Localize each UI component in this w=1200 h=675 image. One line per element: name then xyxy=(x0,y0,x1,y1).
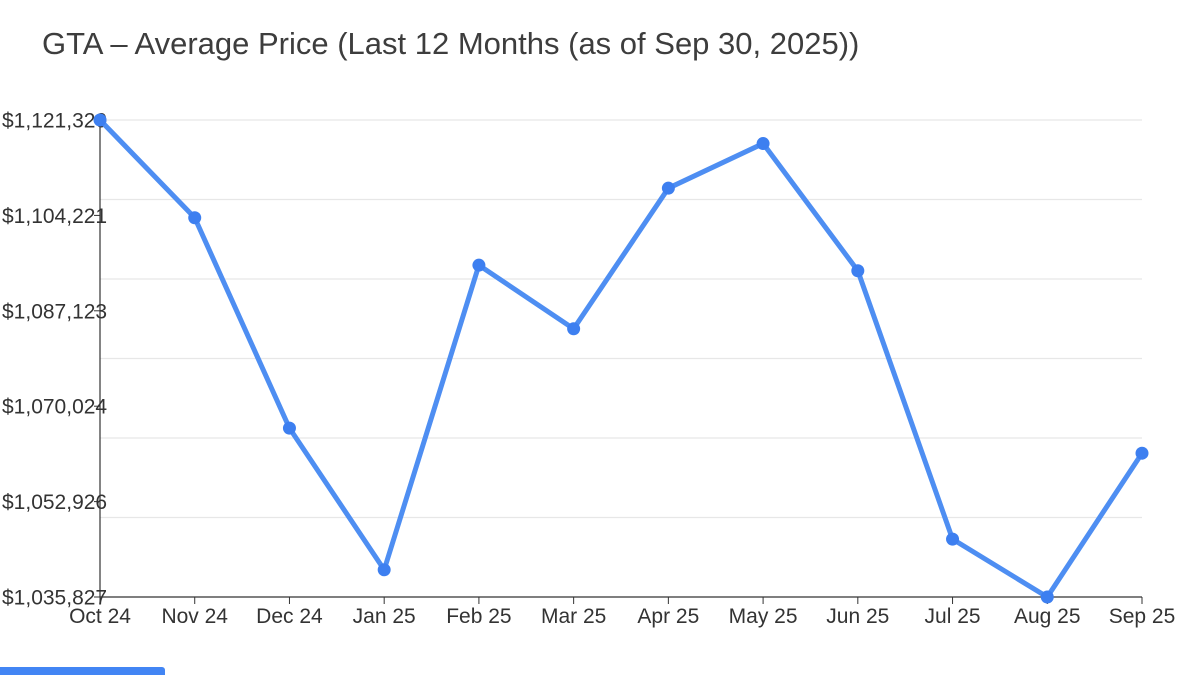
x-axis-tick-label: Nov 24 xyxy=(161,605,228,628)
data-point-oct-24 xyxy=(93,113,107,127)
x-axis-tick-label: Jun 25 xyxy=(826,605,889,628)
data-point-may-25 xyxy=(756,137,770,151)
y-axis-tick-label: $1,121,320 xyxy=(2,110,107,133)
bottom-left-blue-bar xyxy=(0,667,165,675)
x-axis-tick-label: Aug 25 xyxy=(1014,605,1081,628)
data-point-jun-25 xyxy=(851,264,865,278)
data-point-aug-25 xyxy=(1040,590,1054,604)
x-axis-tick-label: Apr 25 xyxy=(637,605,699,628)
data-point-nov-24 xyxy=(188,211,202,225)
x-axis-tick-label: Sep 25 xyxy=(1109,605,1176,628)
y-axis-tick-label: $1,104,221 xyxy=(2,205,107,228)
y-axis-tick-label: $1,087,123 xyxy=(2,300,107,323)
x-axis-tick-label: Feb 25 xyxy=(446,605,511,628)
data-point-feb-25 xyxy=(472,258,486,272)
x-axis-tick-label: Dec 24 xyxy=(256,605,323,628)
data-point-jul-25 xyxy=(946,532,960,546)
data-point-mar-25 xyxy=(567,322,581,336)
data-point-dec-24 xyxy=(282,421,296,435)
data-point-apr-25 xyxy=(661,181,675,195)
y-axis-tick-label: $1,052,926 xyxy=(2,491,107,514)
data-point-sep-25 xyxy=(1135,446,1149,460)
x-axis-tick-label: May 25 xyxy=(729,605,798,628)
x-axis-tick-label: Jul 25 xyxy=(925,605,981,628)
average-price-series-line xyxy=(97,117,1145,600)
x-axis-tick-label: Mar 25 xyxy=(541,605,606,628)
x-axis-tick-label: Jan 25 xyxy=(353,605,416,628)
chart-title: GTA – Average Price (Last 12 Months (as … xyxy=(42,26,860,61)
y-axis-tick-label: $1,070,024 xyxy=(2,396,107,419)
y-axis-tick-label: $1,035,827 xyxy=(2,587,107,610)
data-point-jan-25 xyxy=(377,563,391,577)
x-axis-tick-label: Oct 24 xyxy=(69,605,131,628)
